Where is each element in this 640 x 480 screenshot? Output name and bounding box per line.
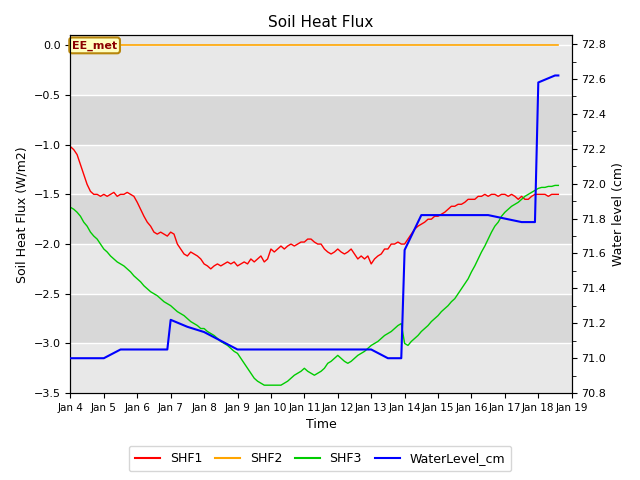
Bar: [70, 95, 572, 144]
X-axis label: Time: Time: [306, 419, 337, 432]
Bar: [70, 294, 572, 343]
Bar: [70, 194, 572, 244]
Y-axis label: Water level (cm): Water level (cm): [612, 162, 625, 266]
Bar: [70, 144, 572, 194]
Title: Soil Heat Flux: Soil Heat Flux: [268, 15, 374, 30]
Bar: [70, 343, 572, 393]
Y-axis label: Soil Heat Flux (W/m2): Soil Heat Flux (W/m2): [15, 146, 28, 283]
Legend: SHF1, SHF2, SHF3, WaterLevel_cm: SHF1, SHF2, SHF3, WaterLevel_cm: [129, 446, 511, 471]
Bar: [70, 45, 572, 95]
Text: EE_met: EE_met: [72, 40, 117, 50]
Bar: [70, 244, 572, 294]
